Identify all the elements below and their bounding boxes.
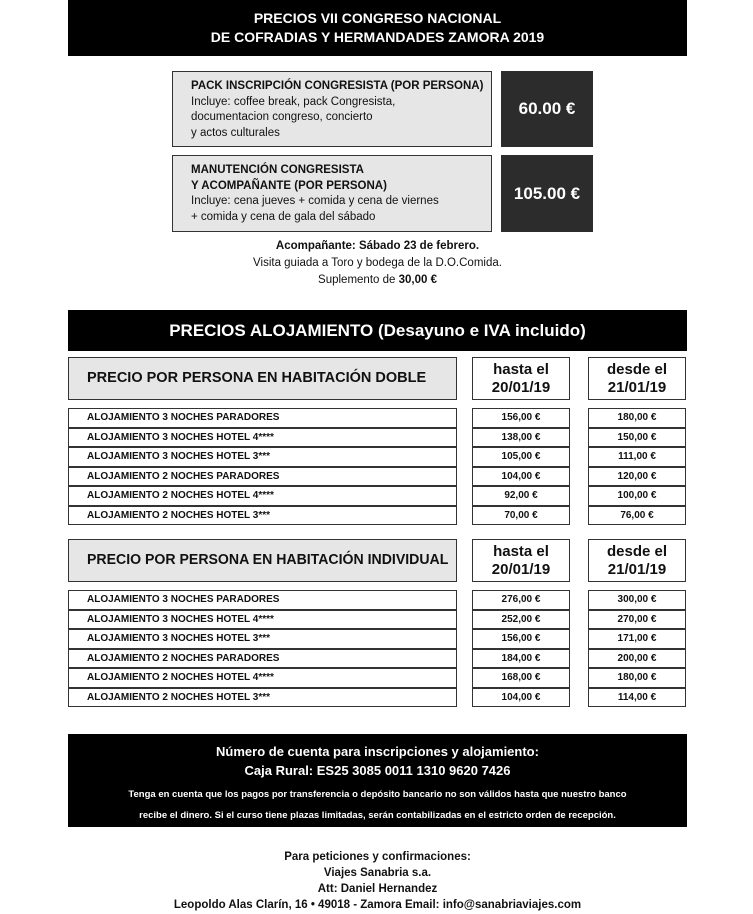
- price-cell: 111,00 €: [588, 447, 686, 467]
- footer-heading: Para peticiones y confirmaciones:: [284, 851, 471, 863]
- room-type-cell: ALOJAMIENTO 3 NOCHES PARADORES: [68, 408, 457, 428]
- pack-description-box: MANUTENCIÓN CONGRESISTA Y ACOMPAÑANTE (PO…: [172, 155, 492, 232]
- table-row: ALOJAMIENTO 3 NOCHES HOTEL 3*** 105,00 € 1…: [68, 447, 687, 467]
- price-cell: 150,00 €: [588, 427, 686, 447]
- date-header-line: 21/01/19: [607, 379, 667, 396]
- pack-description-box: PACK INSCRIPCIÓN CONGRESISTA (POR PERSON…: [172, 71, 492, 147]
- companion-supplement: Suplemento de 30,00 €: [68, 272, 687, 289]
- table-title-box: PRECIO POR PERSONA EN HABITACIÓN INDIVID…: [68, 539, 457, 582]
- bank-notice-line: Tenga en cuenta que los pagos por transf…: [128, 789, 627, 800]
- price-cell: 104,00 €: [472, 687, 570, 707]
- contact-footer: Para peticiones y confirmaciones: Viajes…: [68, 849, 687, 913]
- pack-title: PACK INSCRIPCIÓN CONGRESISTA (POR PERSON…: [191, 80, 484, 92]
- companion-date: Acompañante: Sábado 23 de febrero.: [275, 240, 480, 252]
- pack-description-line: + comida y cena de gala del sábado: [191, 210, 376, 223]
- table-title-box: PRECIO POR PERSONA EN HABITACIÓN DOBLE: [68, 357, 457, 400]
- price-cell: 156,00 €: [472, 408, 570, 428]
- date-column-header: hasta el 20/01/19: [472, 539, 570, 582]
- price-cell: 70,00 €: [472, 505, 570, 525]
- table-row: ALOJAMIENTO 2 NOCHES HOTEL 3*** 104,00 € 1…: [68, 687, 687, 707]
- companion-note: Acompañante: Sábado 23 de febrero. Visit…: [68, 238, 687, 289]
- price-cell: 138,00 €: [472, 427, 570, 447]
- room-type-cell: ALOJAMIENTO 2 NOCHES PARADORES: [68, 648, 457, 668]
- room-type-cell: ALOJAMIENTO 2 NOCHES HOTEL 3***: [68, 687, 457, 707]
- price-cell: 171,00 €: [588, 629, 686, 649]
- table-row: ALOJAMIENTO 3 NOCHES PARADORES 156,00 € 18…: [68, 408, 687, 428]
- pack-description-line: y actos culturales: [191, 126, 280, 139]
- title-line: DE COFRADIAS Y HERMANDADES ZAMORA 2019: [210, 29, 545, 45]
- price-cell: 120,00 €: [588, 466, 686, 486]
- price-cell: 168,00 €: [472, 668, 570, 688]
- pack-title: Y ACOMPAÑANTE (POR PERSONA): [191, 179, 387, 192]
- price-cell: 184,00 €: [472, 648, 570, 668]
- price-cell: 104,00 €: [472, 466, 570, 486]
- price-cell: 276,00 €: [472, 590, 570, 610]
- table-title: PRECIO POR PERSONA EN HABITACIÓN INDIVID…: [87, 552, 449, 568]
- room-type-cell: ALOJAMIENTO 3 NOCHES HOTEL 4****: [68, 427, 457, 447]
- price-cell: 114,00 €: [588, 687, 686, 707]
- table-row: ALOJAMIENTO 2 NOCHES HOTEL 3*** 70,00 € 76…: [68, 505, 687, 525]
- room-type-cell: ALOJAMIENTO 2 NOCHES HOTEL 4****: [68, 668, 457, 688]
- price-cell: 105,00 €: [472, 447, 570, 467]
- room-type-cell: ALOJAMIENTO 3 NOCHES PARADORES: [68, 590, 457, 610]
- bank-heading: Número de cuenta para inscripciones y al…: [216, 744, 539, 759]
- pack-description-line: Incluye: cena jueves + comida y cena de …: [191, 195, 439, 207]
- date-header-line: desde el: [606, 543, 668, 560]
- table-row: ALOJAMIENTO 3 NOCHES HOTEL 3*** 156,00 € 1…: [68, 629, 687, 649]
- price-cell: 270,00 €: [588, 609, 686, 629]
- date-header-line: 21/01/19: [607, 561, 667, 578]
- pack-price: 60.00 €: [501, 71, 593, 147]
- table-row: ALOJAMIENTO 2 NOCHES PARADORES 104,00 € 12…: [68, 466, 687, 486]
- price-cell: 180,00 €: [588, 408, 686, 428]
- date-header-line: 20/01/19: [491, 379, 551, 396]
- address-email: Leopoldo Alas Clarín, 16 • 49018 - Zamor…: [173, 899, 582, 911]
- supplement-amount: 30,00 €: [398, 274, 437, 286]
- lodging-title-banner: PRECIOS ALOJAMIENTO (Desayuno e IVA incl…: [68, 310, 687, 351]
- title-line: PRECIOS VII CONGRESO NACIONAL: [253, 10, 502, 26]
- table-title: PRECIO POR PERSONA EN HABITACIÓN DOBLE: [87, 370, 427, 386]
- lodging-title: PRECIOS ALOJAMIENTO (Desayuno e IVA incl…: [169, 321, 586, 340]
- table-row: ALOJAMIENTO 2 NOCHES HOTEL 4**** 168,00 €…: [68, 668, 687, 688]
- room-type-cell: ALOJAMIENTO 3 NOCHES HOTEL 4****: [68, 609, 457, 629]
- price-cell: 100,00 €: [588, 486, 686, 506]
- bank-iban: Caja Rural: ES25 3085 0011 1310 9620 742…: [244, 763, 511, 778]
- price-cell: 200,00 €: [588, 648, 686, 668]
- date-header-line: desde el: [606, 361, 668, 378]
- price-cell: 252,00 €: [472, 609, 570, 629]
- table-row: ALOJAMIENTO 3 NOCHES HOTEL 4**** 252,00 €…: [68, 609, 687, 629]
- table-row: ALOJAMIENTO 3 NOCHES HOTEL 4**** 138,00 €…: [68, 427, 687, 447]
- room-type-cell: ALOJAMIENTO 3 NOCHES HOTEL 3***: [68, 629, 457, 649]
- congress-title-banner: PRECIOS VII CONGRESO NACIONAL DE COFRADI…: [68, 0, 687, 56]
- pack-price: 105.00 €: [501, 155, 593, 232]
- date-column-header: desde el 21/01/19: [588, 357, 686, 400]
- contact-person: Att: Daniel Hernandez: [317, 883, 438, 895]
- table-row: ALOJAMIENTO 3 NOCHES PARADORES 276,00 € 30…: [68, 590, 687, 610]
- table-row: ALOJAMIENTO 2 NOCHES PARADORES 184,00 € 20…: [68, 648, 687, 668]
- price-cell: 156,00 €: [472, 629, 570, 649]
- price-cell: 92,00 €: [472, 486, 570, 506]
- bank-notice-line: recibe el dinero. Si el curso tiene plaz…: [139, 810, 616, 821]
- companion-visit: Visita guiada a Toro y bodega de la D.O.…: [253, 257, 502, 269]
- date-header-line: hasta el: [493, 361, 549, 378]
- pack-description-line: documentacion congreso, concierto: [191, 111, 373, 123]
- date-column-header: hasta el 20/01/19: [472, 357, 570, 400]
- supplement-label: Suplemento de: [318, 274, 399, 286]
- date-column-header: desde el 21/01/19: [588, 539, 686, 582]
- price-cell: 180,00 €: [588, 668, 686, 688]
- room-type-cell: ALOJAMIENTO 3 NOCHES HOTEL 3***: [68, 447, 457, 467]
- table-row: ALOJAMIENTO 2 NOCHES HOTEL 4**** 92,00 € 1…: [68, 486, 687, 506]
- bank-account-box: Número de cuenta para inscripciones y al…: [68, 734, 687, 827]
- price-cell: 300,00 €: [588, 590, 686, 610]
- pack-description-line: Incluye: coffee break, pack Congresista,: [191, 95, 396, 108]
- room-type-cell: ALOJAMIENTO 2 NOCHES HOTEL 4****: [68, 486, 457, 506]
- pack-title: MANUTENCIÓN CONGRESISTA: [191, 164, 364, 176]
- agency-name: Viajes Sanabria s.a.: [323, 867, 432, 879]
- date-header-line: 20/01/19: [491, 561, 551, 578]
- room-type-cell: ALOJAMIENTO 2 NOCHES PARADORES: [68, 466, 457, 486]
- price-cell: 76,00 €: [588, 505, 686, 525]
- room-type-cell: ALOJAMIENTO 2 NOCHES HOTEL 3***: [68, 505, 457, 525]
- date-header-line: hasta el: [493, 543, 549, 560]
